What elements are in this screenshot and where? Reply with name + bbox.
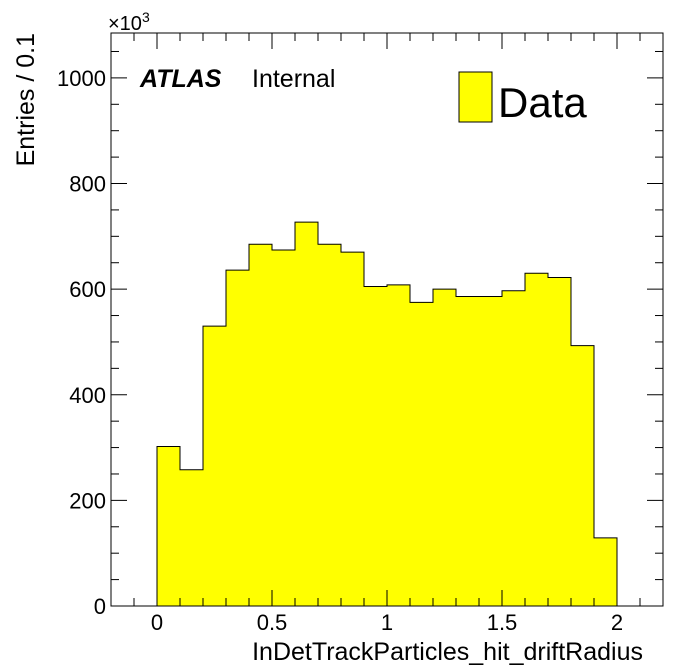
- y-tick-label: 0: [94, 594, 106, 619]
- x-tick-label: 1.5: [487, 610, 518, 635]
- histogram-bar: [295, 222, 318, 606]
- y-tick-label: 200: [69, 488, 106, 513]
- histogram-bar: [387, 284, 410, 606]
- legend-label: Data: [498, 79, 587, 126]
- histogram-bar: [272, 250, 295, 606]
- histogram-bar: [364, 286, 387, 606]
- histogram-bar: [594, 537, 617, 606]
- y-tick-label: 1000: [57, 66, 106, 91]
- histogram-bar: [433, 289, 456, 606]
- x-tick-label: 0: [151, 610, 163, 635]
- histogram-bar: [341, 252, 364, 606]
- tick-labels: 0 0.5 1 1.5 2 0 200 400 600 800 1000: [57, 66, 623, 635]
- atlas-status: Internal: [252, 65, 335, 93]
- legend: Data: [458, 71, 587, 126]
- histogram-bar: [548, 277, 571, 606]
- legend-swatch: [458, 71, 493, 123]
- y-tick-label: 400: [69, 383, 106, 408]
- atlas-label: ATLAS: [139, 65, 222, 93]
- x-tick-label: 2: [611, 610, 623, 635]
- histogram-bar: [571, 345, 594, 606]
- histogram-bars: [156, 221, 618, 606]
- histogram-bar: [226, 270, 249, 606]
- histogram-bar: [249, 244, 272, 606]
- y-tick-label: 600: [69, 277, 106, 302]
- histogram-bar: [525, 273, 548, 606]
- histogram-bar: [203, 326, 226, 606]
- x-tick-label: 1: [381, 610, 393, 635]
- histogram-bar: [502, 290, 525, 606]
- axis-ticks: [110, 33, 664, 607]
- histogram-bar: [410, 302, 433, 606]
- x-tick-label: 0.5: [257, 610, 288, 635]
- histogram-bar: [180, 469, 203, 606]
- y-tick-label: 800: [69, 172, 106, 197]
- x-axis-label: InDetTrackParticles_hit_driftRadius: [252, 638, 643, 666]
- histogram-bar: [456, 296, 479, 606]
- histogram-outline: [156, 221, 618, 606]
- histogram-bar: [479, 296, 502, 606]
- y-axis-label: Entries / 0.1: [12, 33, 40, 166]
- histogram-bar: [157, 446, 180, 606]
- y-multiplier: ×103: [108, 9, 150, 35]
- histogram-bar: [318, 244, 341, 606]
